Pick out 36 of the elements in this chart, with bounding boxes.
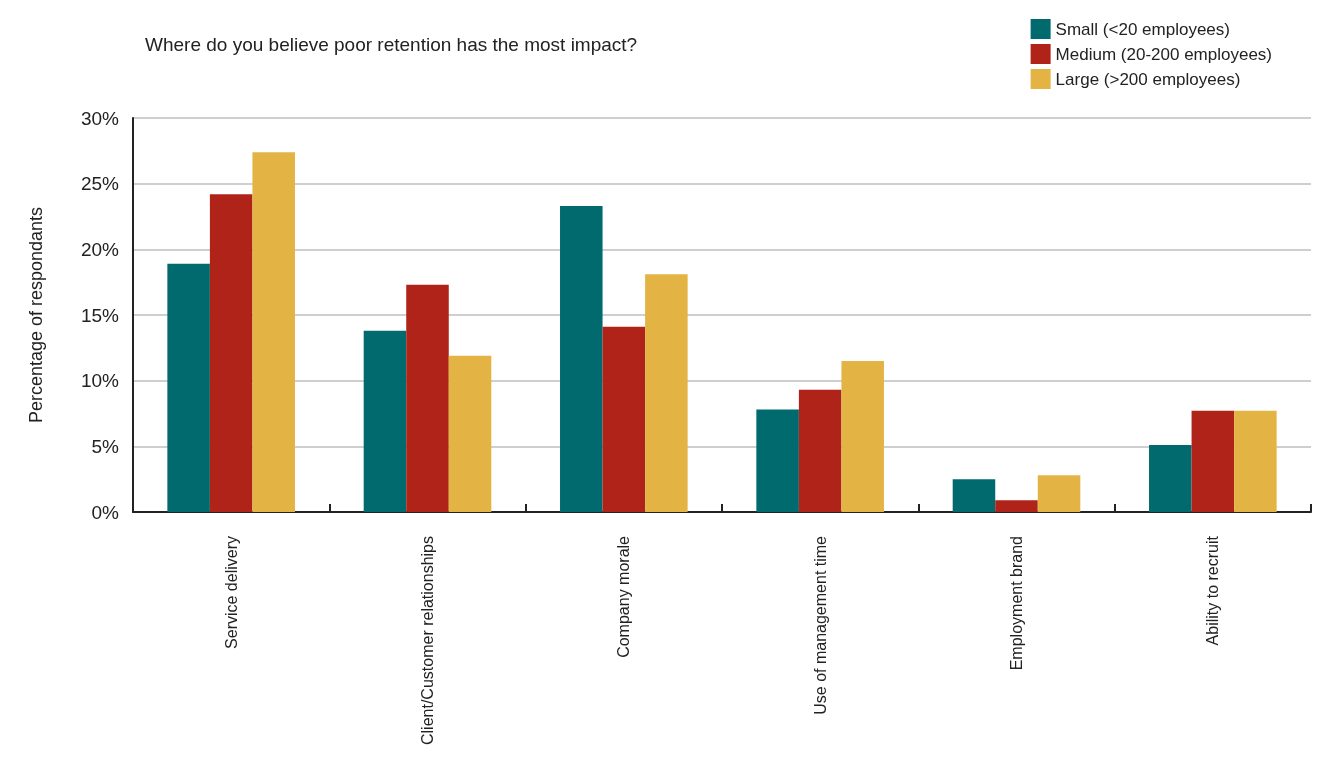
y-tick-label: 5%: [91, 435, 120, 457]
y-tick-label: 30%: [80, 107, 120, 129]
bar: [406, 284, 449, 512]
x-tick-label: Ability to recruit: [1204, 535, 1222, 646]
bar: [560, 205, 603, 512]
bar: [1037, 475, 1081, 512]
bar: [1149, 445, 1192, 512]
y-axis-title: Percentage of respondants: [26, 206, 46, 424]
bar: [1234, 410, 1277, 512]
bar: [363, 330, 407, 512]
bar: [952, 479, 996, 512]
bar: [756, 409, 799, 512]
bar: [1191, 410, 1235, 512]
x-tick-label: Client/Customer relationships: [419, 536, 436, 745]
y-tick-label: 10%: [80, 370, 120, 392]
y-tick-label: 20%: [80, 238, 120, 260]
x-tick-label: Service delivery: [222, 536, 240, 649]
x-tick-label: Employment brand: [1008, 536, 1025, 671]
legend-label: Small (<20 employees): [1055, 19, 1230, 39]
bar: [209, 194, 253, 512]
bar: [841, 360, 884, 512]
legend-label: Large (>200 employees): [1055, 69, 1241, 89]
y-tick-label: 25%: [80, 173, 120, 195]
bar: [252, 152, 295, 512]
bar: [645, 274, 688, 512]
y-tick-label: 15%: [80, 304, 120, 326]
bar: [798, 389, 842, 512]
bar: [167, 263, 210, 512]
legend-label: Medium (20-200 employees): [1055, 44, 1273, 64]
y-tick-label: 0%: [91, 501, 120, 523]
x-tick-label: Use of management time: [811, 535, 829, 715]
bar: [448, 355, 492, 512]
chart-title: Where do you believe poor retention has the most impact?: [145, 34, 638, 55]
x-tick-label: Company morale: [615, 535, 633, 658]
bar: [602, 326, 646, 512]
bar: [995, 500, 1038, 512]
